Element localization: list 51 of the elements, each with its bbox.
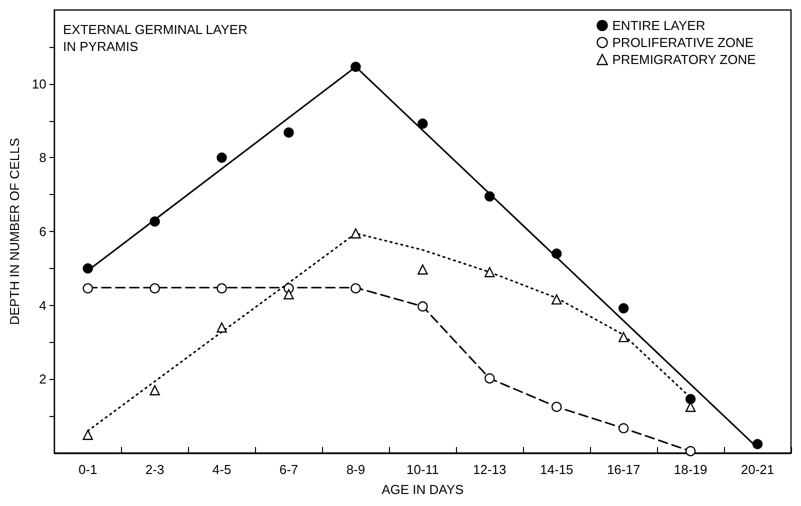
point [618, 423, 629, 434]
x-tick-label: 12-13 [473, 462, 506, 477]
x-tick-label: 4-5 [212, 462, 232, 477]
x-tick-label: 0-1 [78, 462, 98, 477]
point [552, 402, 562, 412]
point [216, 322, 227, 333]
y-axis-title: DEPTH IN NUMBER OF CELLS [7, 138, 22, 326]
point [418, 301, 428, 312]
point [418, 264, 428, 275]
text: EXTERNAL GERMINAL LAYER IN PYRAMIS [63, 22, 248, 54]
x-tick-label: 14-15 [540, 462, 574, 477]
point [618, 303, 629, 314]
y-tick-label: 10 [32, 76, 46, 92]
point [284, 127, 294, 138]
y-tick-label: 8 [39, 150, 46, 166]
x-axis-title: AGE IN DAYS [382, 482, 464, 497]
point [618, 332, 629, 342]
y-tick-label: 4 [39, 298, 46, 313]
legend-label: ENTIRE LAYER [612, 18, 706, 33]
point [82, 263, 93, 274]
point [216, 152, 227, 163]
point [552, 248, 562, 259]
point [685, 446, 696, 456]
point [350, 283, 361, 294]
point [752, 439, 763, 450]
point [150, 385, 160, 396]
point [350, 62, 361, 72]
point [82, 283, 93, 294]
x-tick-label: 2-3 [145, 462, 164, 477]
x-tick-label: 10-11 [406, 462, 439, 477]
point [484, 191, 495, 202]
point [418, 118, 428, 129]
point [484, 373, 495, 384]
point [484, 267, 495, 278]
point [150, 283, 160, 294]
x-tick-label: 16-17 [606, 462, 640, 477]
point [685, 394, 696, 404]
legend-label: PREMIGRATORY ZONE [612, 52, 756, 67]
point [150, 216, 160, 227]
point [552, 294, 562, 305]
x-tick-label: 20-21 [740, 462, 774, 477]
x-tick-label: 6-7 [279, 462, 298, 477]
point [284, 289, 294, 300]
y-tick-label: 2 [39, 372, 46, 387]
point [82, 430, 93, 440]
point [216, 283, 227, 294]
legend-label: PROLIFERATIVE ZONE [612, 35, 754, 50]
x-tick-label: 18-19 [674, 462, 708, 477]
y-tick-label: 6 [39, 224, 46, 239]
point [350, 228, 361, 238]
x-tick-label: 8-9 [346, 462, 366, 477]
